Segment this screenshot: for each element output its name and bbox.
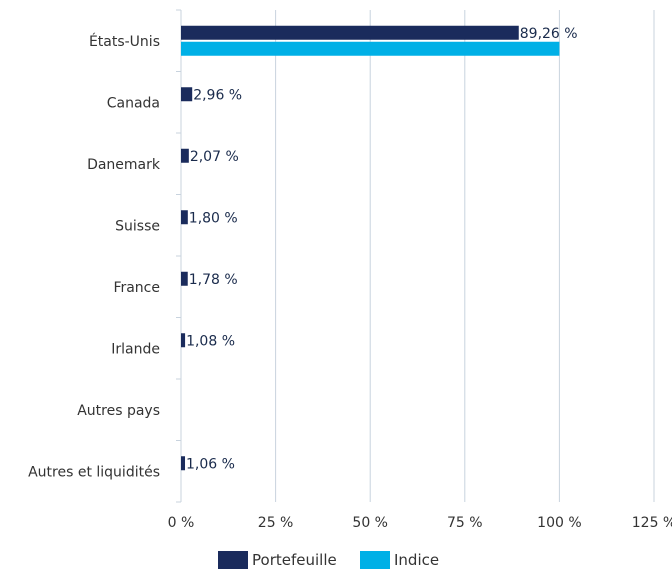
data-label: 89,26 %: [520, 26, 578, 42]
bar-portefeuille: [181, 25, 519, 40]
category-label: Autres et liquidités: [28, 464, 160, 480]
bar-portefeuille: [181, 271, 188, 286]
legend-swatch-indice: [360, 551, 390, 569]
bar-portefeuille: [181, 87, 193, 102]
bar-portefeuille: [181, 210, 188, 225]
data-label: 1,80 %: [189, 210, 238, 226]
category-label: Suisse: [115, 218, 160, 234]
legend-label-indice: Indice: [394, 551, 440, 569]
x-tick-label: 25 %: [258, 515, 294, 531]
data-label: 2,96 %: [193, 87, 242, 103]
x-tick-label: 0 %: [168, 515, 195, 531]
legend: Portefeuille Indice: [0, 551, 672, 571]
category-label: Danemark: [87, 157, 161, 173]
bar-portefeuille: [181, 333, 186, 348]
x-tick-label: 125 %: [632, 515, 672, 531]
legend-label-portefeuille: Portefeuille: [252, 551, 337, 569]
legend-swatch-portefeuille: [218, 551, 248, 569]
bar-portefeuille: [181, 148, 189, 163]
category-label: Irlande: [111, 341, 160, 357]
data-label: 2,07 %: [190, 149, 239, 165]
x-tick-label: 75 %: [447, 515, 483, 531]
x-tick-label: 50 %: [352, 515, 388, 531]
bar-portefeuille: [181, 456, 186, 471]
category-label: France: [113, 280, 160, 296]
category-label: Canada: [107, 95, 160, 111]
legend-item-portefeuille: Portefeuille: [218, 551, 337, 569]
data-label: 1,78 %: [189, 272, 238, 288]
bar-indice: [181, 41, 560, 56]
x-tick-label: 100 %: [537, 515, 581, 531]
category-label: États-Unis: [89, 33, 160, 50]
legend-item-indice: Indice: [360, 551, 439, 569]
data-label: 1,08 %: [186, 333, 235, 349]
data-label: 1,06 %: [186, 456, 235, 472]
category-label: Autres pays: [77, 403, 160, 419]
